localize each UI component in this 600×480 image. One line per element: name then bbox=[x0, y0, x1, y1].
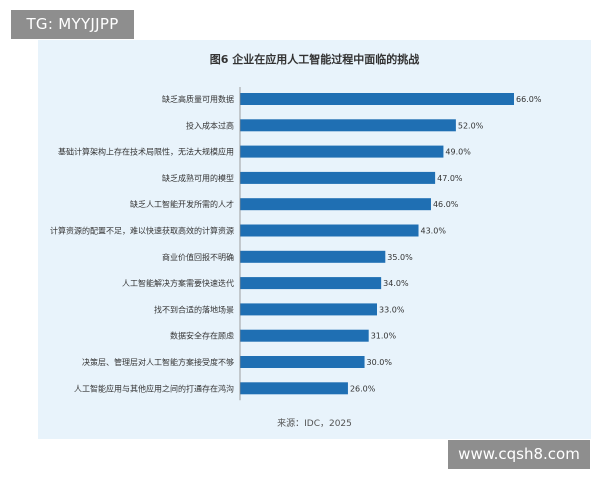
value-label: 47.0% bbox=[437, 174, 463, 183]
category-label: 人工智能解决方案需要快速迭代 bbox=[122, 278, 234, 288]
category-label: 缺乏人工智能开发所需的人才 bbox=[130, 199, 234, 209]
category-label: 缺乏成熟可用的模型 bbox=[162, 173, 234, 183]
bar bbox=[240, 277, 382, 290]
value-label: 49.0% bbox=[445, 148, 471, 157]
category-label: 计算资源的配置不足，难以快速获取高效的计算资源 bbox=[50, 226, 234, 236]
bar bbox=[240, 303, 377, 316]
bar bbox=[240, 198, 431, 211]
value-label: 46.0% bbox=[433, 200, 459, 209]
bar bbox=[240, 93, 514, 105]
category-label: 找不到合适的落地场景 bbox=[154, 304, 234, 314]
bar bbox=[240, 329, 369, 342]
value-label: 30.0% bbox=[367, 358, 393, 367]
bar bbox=[240, 119, 456, 132]
bar bbox=[240, 356, 365, 368]
bar bbox=[240, 382, 348, 395]
category-label: 人工智能应用与其他应用之间的打通存在鸿沟 bbox=[74, 383, 234, 393]
bar bbox=[240, 250, 386, 263]
category-label: 基础计算架构上存在技术局限性，无法大规模应用 bbox=[58, 147, 234, 157]
category-label: 决策层、管理层对人工智能方案接受度不够 bbox=[82, 357, 234, 367]
category-label: 商业价值回报不明确 bbox=[162, 252, 234, 262]
value-label: 33.0% bbox=[379, 305, 405, 314]
bar bbox=[240, 171, 436, 184]
chart-title: 图6 企业在应用人工智能过程中面临的挑战 bbox=[209, 53, 420, 66]
chart-source: 来源：IDC，2025 bbox=[277, 419, 352, 429]
value-label: 26.0% bbox=[350, 384, 376, 393]
chart-panel: 图6 企业在应用人工智能过程中面临的挑战 缺乏高质量可用数据 66.0% 投入成本过… bbox=[38, 40, 591, 439]
value-label: 31.0% bbox=[371, 332, 397, 341]
watermark: www.cqsh8.com bbox=[448, 440, 590, 469]
value-label: 43.0% bbox=[421, 227, 447, 236]
value-label: 34.0% bbox=[383, 279, 409, 288]
value-label: 52.0% bbox=[458, 121, 484, 130]
bar bbox=[240, 224, 419, 237]
category-label: 投入成本过高 bbox=[186, 120, 234, 130]
value-label: 66.0% bbox=[516, 95, 542, 104]
category-label: 缺乏高质量可用数据 bbox=[162, 94, 234, 104]
value-label: 35.0% bbox=[387, 253, 413, 262]
bar-chart: 缺乏高质量可用数据 66.0% 投入成本过高 52.0% 基础计算架构上存在技术局限性，… bbox=[50, 87, 542, 401]
top-left-tag: TG: MYYJJPP bbox=[11, 10, 134, 39]
category-label: 数据安全存在顾虑 bbox=[170, 331, 234, 341]
bar bbox=[240, 145, 444, 158]
